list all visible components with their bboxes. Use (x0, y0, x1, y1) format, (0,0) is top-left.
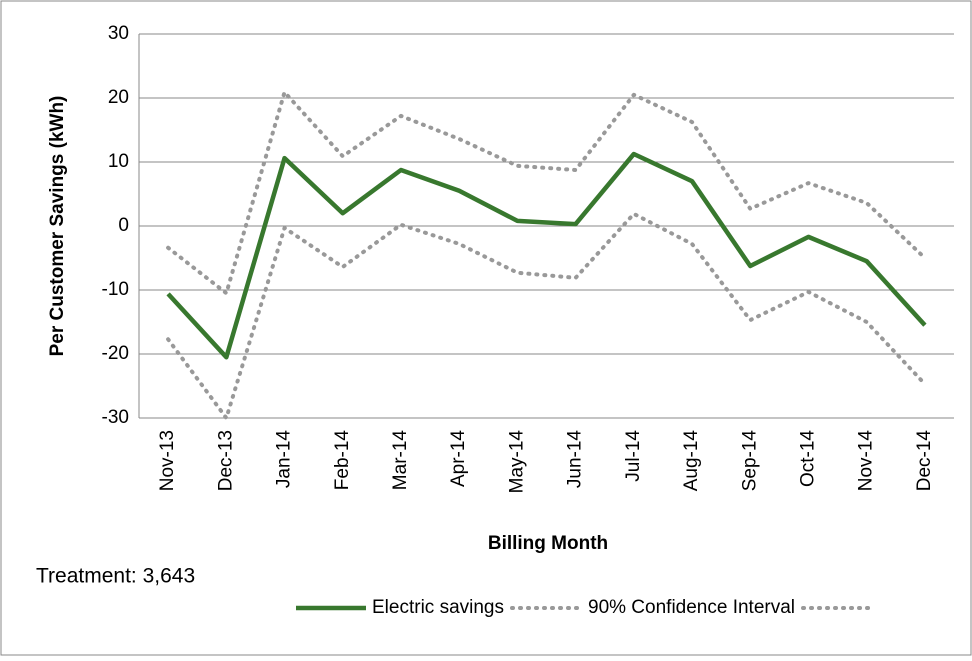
legend-label: Electric savings (372, 597, 504, 618)
series-line (166, 211, 927, 420)
x-tick-label: Oct-14 (797, 430, 818, 487)
x-tick-label: Jul-14 (623, 430, 644, 482)
y-tick-label: 0 (118, 215, 129, 236)
y-tick-label: -10 (102, 279, 129, 300)
y-axis-title: Per Customer Savings (kWh) (47, 96, 68, 357)
x-tick-label: Jun-14 (565, 430, 586, 489)
x-tick-label: Sep-14 (739, 430, 760, 492)
x-tick-label: Jan-14 (274, 430, 295, 489)
y-tick-label: -20 (102, 343, 129, 364)
x-tick-label: Nov-13 (157, 430, 178, 491)
series-line (166, 151, 927, 360)
x-axis-title: Billing Month (488, 533, 608, 554)
y-tick-label: 10 (108, 151, 129, 172)
legend-label: 90% Confidence Interval (588, 597, 795, 618)
y-tick-label: 20 (108, 87, 129, 108)
y-tick-label: -30 (102, 407, 129, 428)
y-tick-label: 30 (108, 23, 129, 44)
x-tick-label: May-14 (506, 430, 527, 494)
x-tick-label: Dec-14 (914, 430, 935, 492)
x-tick-label: Mar-14 (390, 430, 411, 491)
series-line (166, 90, 927, 296)
x-tick-label: Aug-14 (681, 430, 702, 492)
x-tick-label: Nov-14 (856, 430, 877, 492)
x-tick-label: Apr-14 (448, 430, 469, 487)
x-tick-label: Feb-14 (332, 430, 353, 491)
annotation: Treatment: 3,643 (36, 565, 195, 588)
x-tick-label: Dec-13 (215, 430, 236, 491)
